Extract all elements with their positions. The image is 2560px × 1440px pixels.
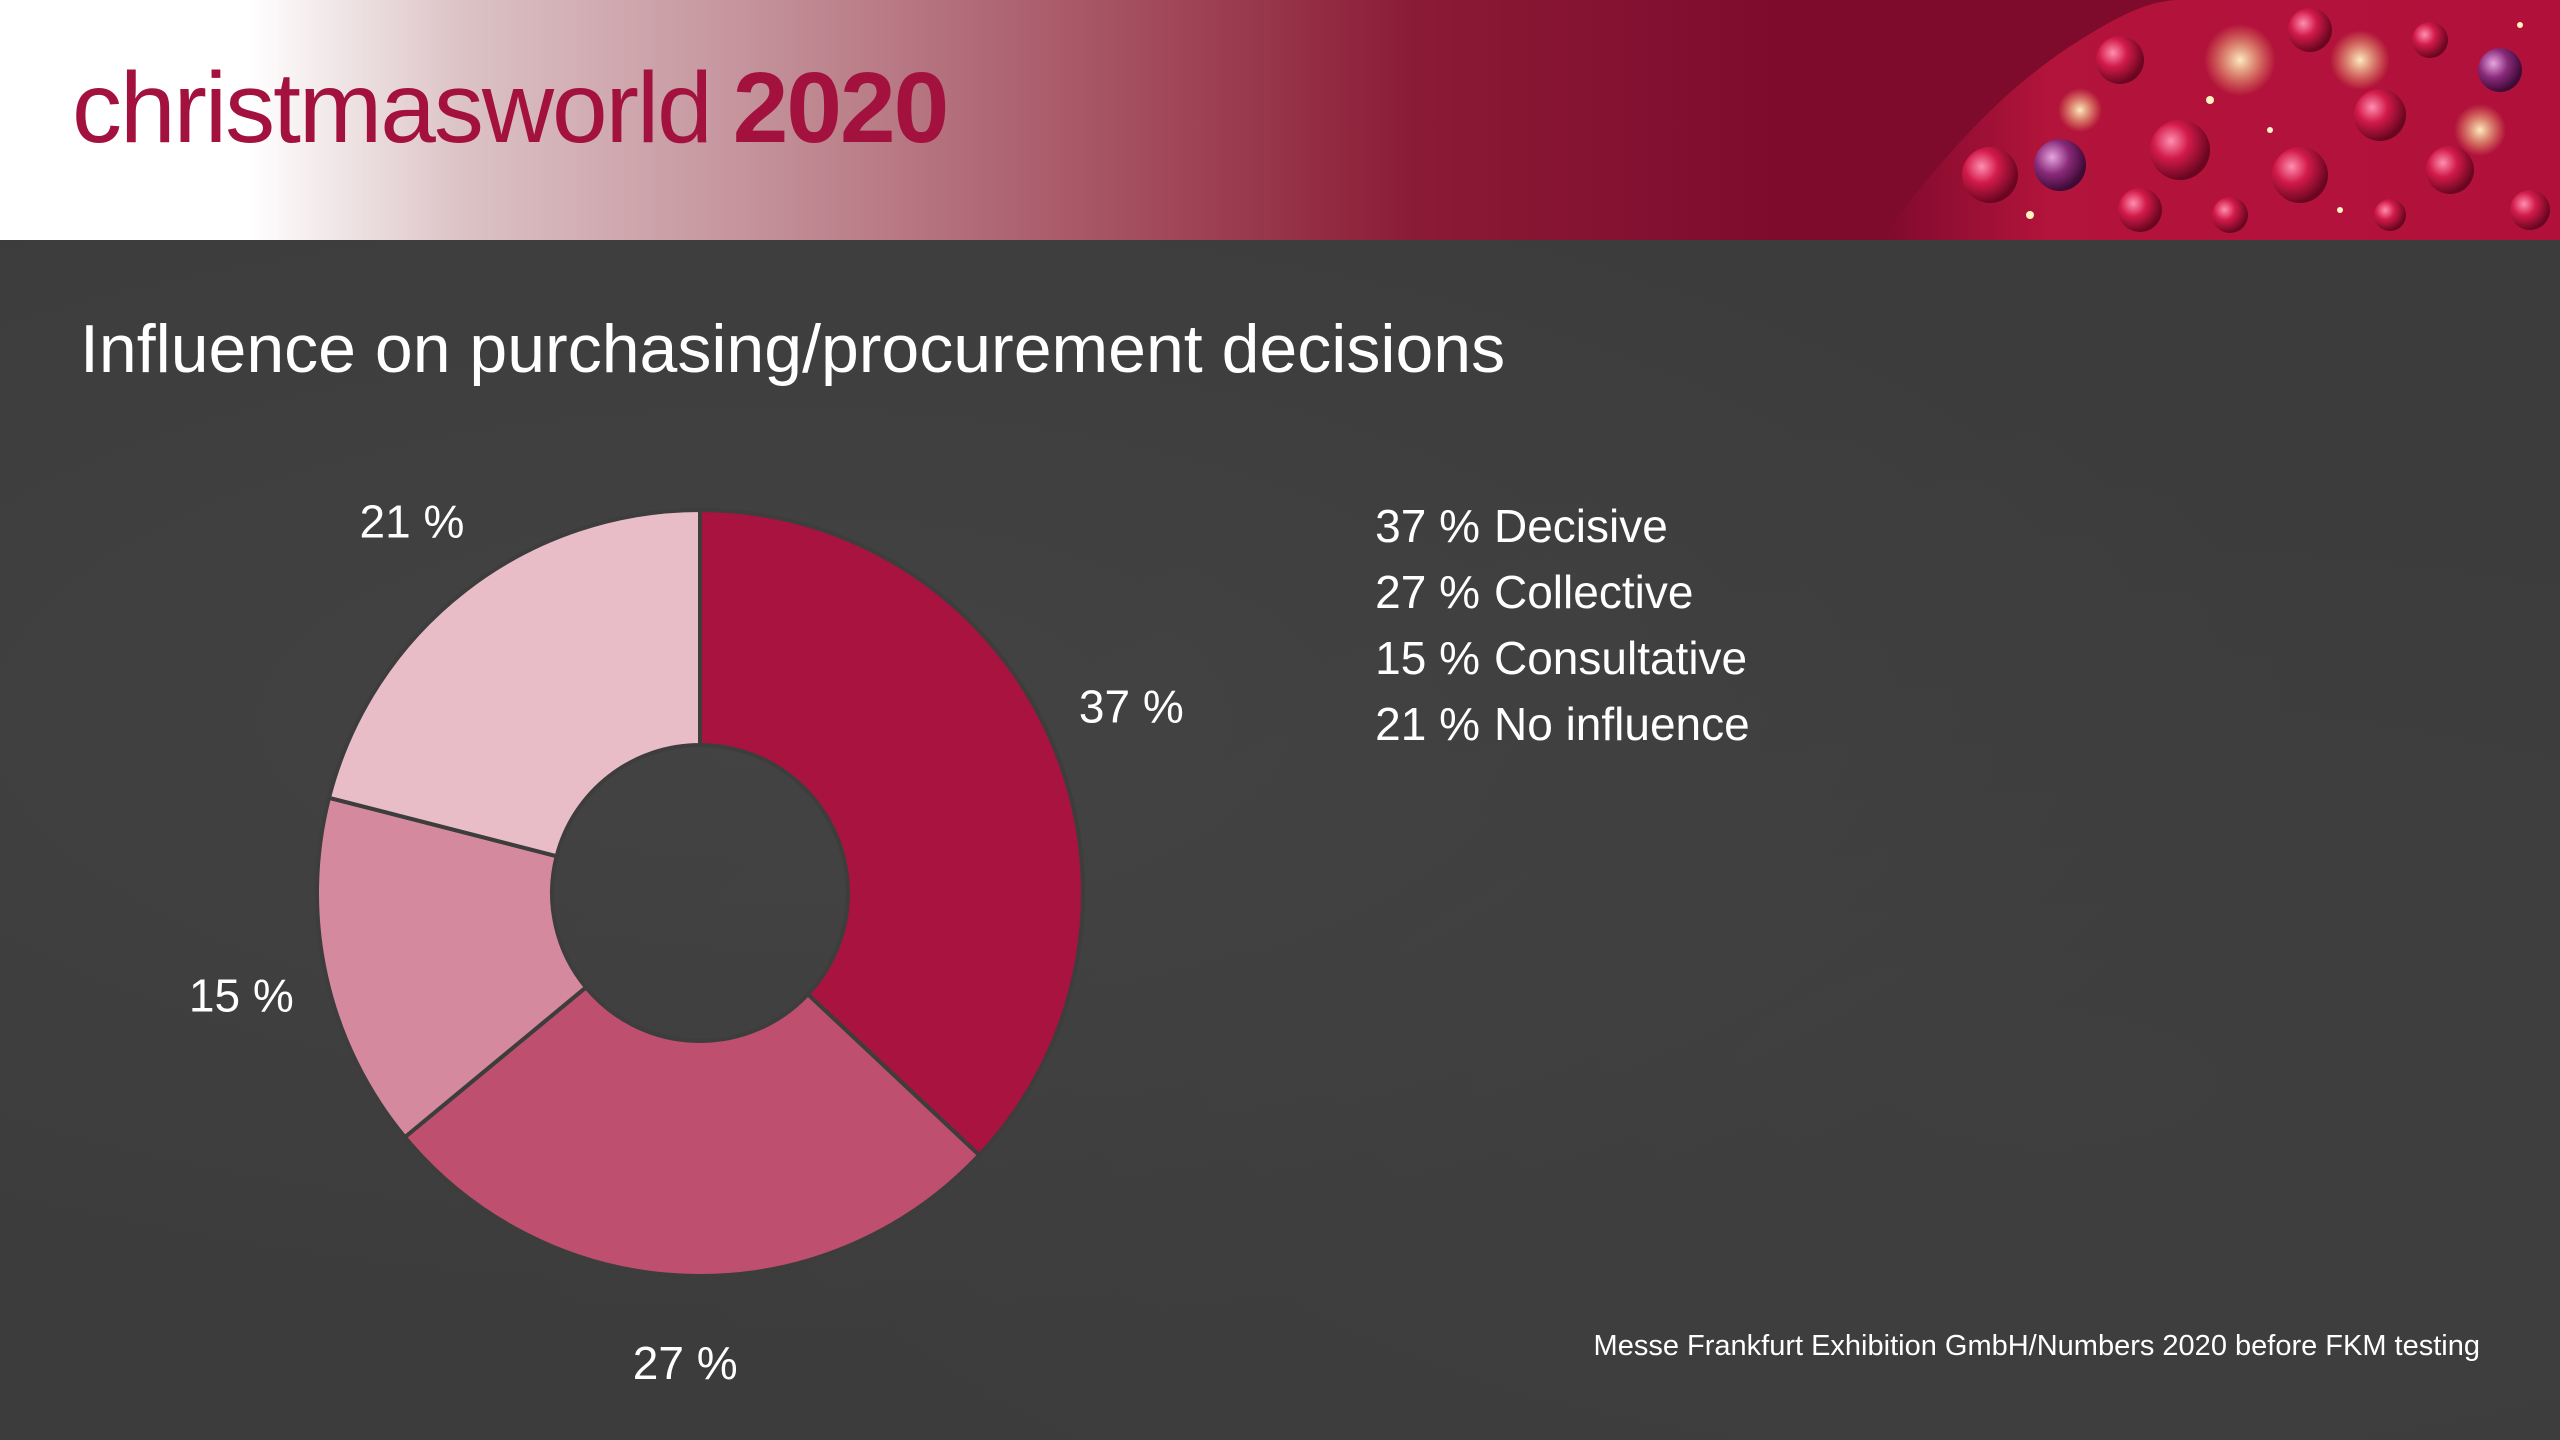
source-note: Messe Frankfurt Exhibition GmbH/Numbers … [1593, 1330, 2480, 1362]
legend-item: 21 % No influence [1360, 691, 1750, 757]
legend-item: 37 % Decisive [1360, 493, 1750, 559]
pie-slice-decisive [698, 507, 1085, 1159]
pie-slice-consultative [315, 795, 589, 1140]
header-banner: christmasworld 2020 [0, 0, 2560, 240]
data-label-no-influence: 21 % [360, 496, 465, 548]
brand-logo: christmasworld 2020 [72, 58, 949, 158]
pie-slice-no-influence [326, 507, 702, 859]
data-label-collective: 27 % [633, 1337, 738, 1389]
legend-value: 15 % [1375, 632, 1480, 684]
chart-legend: 37 % Decisive 27 % Collective 15 % Consulta… [1360, 493, 1750, 757]
legend-label: Decisive [1494, 500, 1668, 552]
slide-title: Influence on purchasing/procurement deci… [80, 311, 1506, 387]
legend-label: No influence [1494, 698, 1750, 750]
data-label-consultative: 15 % [189, 970, 294, 1022]
legend-value: 37 % [1375, 500, 1480, 552]
legend-value: 27 % [1375, 566, 1480, 618]
data-label-decisive: 37 % [1079, 680, 1184, 732]
legend-item: 27 % Collective [1360, 559, 1750, 625]
christmas-ornaments-image [1880, 0, 2560, 240]
legend-label: Consultative [1494, 632, 1748, 684]
pie-slice-collective [402, 984, 983, 1278]
brand-year: 2020 [732, 52, 949, 164]
legend-label: Collective [1494, 566, 1694, 618]
brand-name: christmasworld [72, 52, 713, 164]
legend-item: 15 % Consultative [1360, 625, 1750, 691]
legend-value: 21 % [1375, 698, 1480, 750]
